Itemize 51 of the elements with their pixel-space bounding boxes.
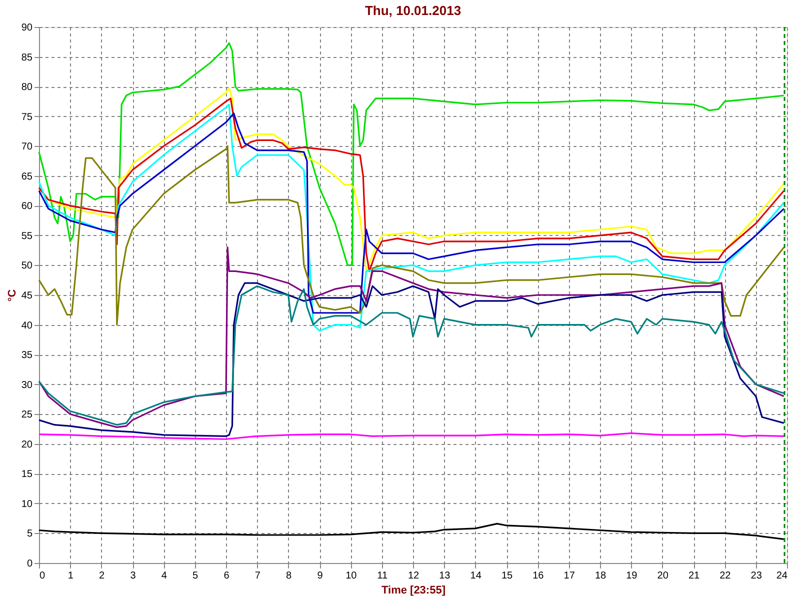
y-tick-label: 30 bbox=[21, 380, 33, 391]
y-tick-label: 85 bbox=[21, 52, 33, 64]
y-tick-label: 60 bbox=[21, 201, 33, 212]
x-tick-label: 3 bbox=[130, 570, 136, 582]
y-tick-label: 10 bbox=[21, 498, 33, 510]
line-series bbox=[38, 522, 785, 540]
x-tick-label: 6 bbox=[224, 570, 230, 582]
x-tick-label: 19 bbox=[626, 570, 638, 582]
x-tick-label: 2 bbox=[99, 570, 106, 582]
chart-title: Thu, 10.01.2013 bbox=[364, 3, 462, 18]
x-tick-label: 16 bbox=[532, 570, 544, 582]
y-tick-label: 0 bbox=[26, 558, 33, 570]
y-tick-label: 20 bbox=[21, 439, 33, 450]
x-tick-label: 21 bbox=[688, 570, 700, 582]
x-tick-label: 23 bbox=[750, 570, 762, 582]
x-tick-label: 8 bbox=[286, 570, 292, 582]
y-tick-label: 80 bbox=[21, 82, 33, 94]
y-tick-label: 5 bbox=[26, 528, 33, 540]
y-tick-label: 65 bbox=[21, 171, 33, 182]
y-tick-label: 55 bbox=[21, 230, 33, 242]
x-tick-label: 9 bbox=[317, 570, 324, 582]
y-tick-label: 70 bbox=[21, 142, 33, 153]
x-tick-label: 0 bbox=[40, 570, 46, 582]
y-tick-label: 35 bbox=[21, 350, 33, 362]
x-tick-label: 18 bbox=[594, 570, 606, 582]
x-tick-label: 10 bbox=[346, 570, 358, 582]
x-tick-label: 15 bbox=[501, 570, 513, 582]
x-tick-label: 20 bbox=[657, 570, 669, 582]
x-axis-title: Time [23:55] bbox=[382, 584, 446, 596]
y-tick-label: 45 bbox=[21, 290, 33, 302]
x-tick-label: 5 bbox=[192, 570, 199, 582]
x-tick-label: 13 bbox=[439, 570, 451, 582]
y-tick-label: 75 bbox=[21, 112, 33, 123]
y-tick-label: 90 bbox=[21, 22, 33, 34]
x-tick-label: 12 bbox=[408, 570, 420, 582]
line-series bbox=[38, 42, 785, 266]
x-tick-label: 14 bbox=[470, 570, 482, 582]
line-series bbox=[38, 145, 785, 326]
x-tick-label: 1 bbox=[68, 570, 74, 582]
x-tick-label: 24 bbox=[776, 570, 788, 582]
x-tick-label: 4 bbox=[161, 570, 168, 582]
y-tick-label: 40 bbox=[21, 320, 33, 332]
x-tick-label: 11 bbox=[377, 570, 388, 582]
line-series bbox=[38, 246, 785, 428]
y-tick-label: 50 bbox=[21, 260, 33, 272]
x-tick-label: 17 bbox=[564, 570, 576, 582]
x-tick-label: 22 bbox=[720, 570, 732, 582]
y-axis-title: °C bbox=[6, 289, 18, 302]
x-tick-label: 7 bbox=[254, 570, 261, 582]
y-tick-label: 25 bbox=[21, 410, 33, 421]
y-tick-label: 15 bbox=[21, 469, 33, 480]
